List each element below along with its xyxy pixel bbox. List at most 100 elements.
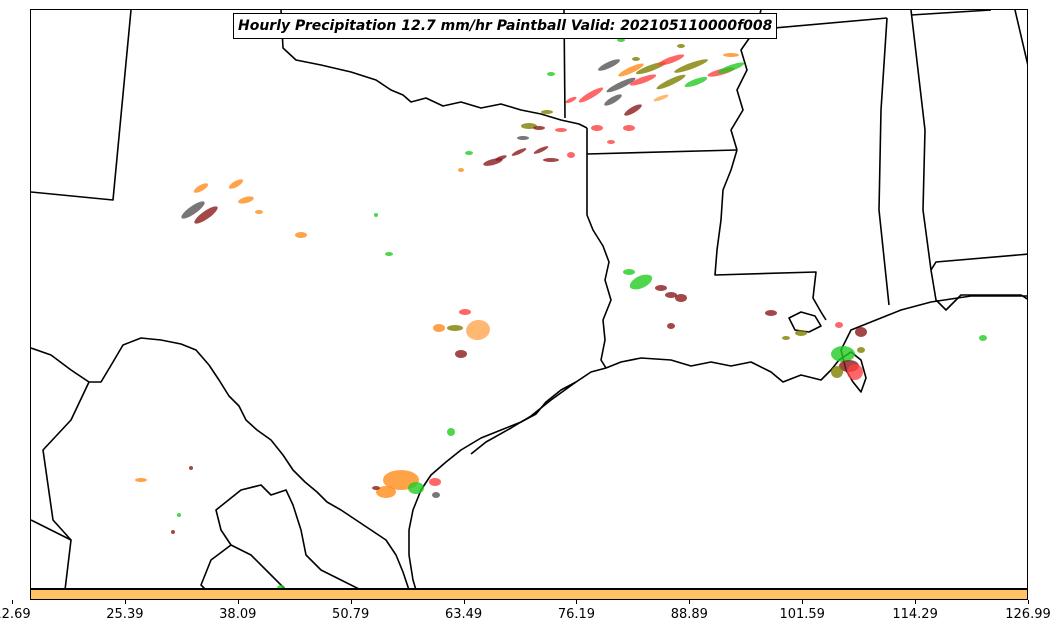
precipitation-paintballs	[135, 38, 987, 588]
boundary-panhandle-west	[31, 10, 132, 201]
precip-blob	[632, 57, 640, 61]
precip-blob	[372, 486, 380, 490]
coastline-texas	[408, 367, 607, 588]
precip-blob	[521, 123, 537, 129]
precip-blob	[667, 323, 675, 329]
precip-blob	[795, 330, 807, 336]
precip-blob	[433, 324, 445, 332]
colorbar-tick	[1028, 600, 1029, 604]
boundary-alabama-georgia	[910, 10, 1027, 311]
boundary-mississippi-alabama	[878, 17, 890, 306]
precip-blob	[295, 232, 307, 238]
precip-blob	[606, 77, 636, 93]
precip-blob	[629, 274, 653, 290]
boundary-red-river	[280, 10, 588, 129]
precip-blob	[618, 63, 644, 77]
colorbar-tick-label: 88.89	[670, 607, 708, 622]
precip-blob	[677, 44, 685, 48]
colorbar-tick-label: 126.99	[1005, 607, 1051, 622]
precip-blob	[189, 466, 193, 470]
boundary-rio-grande	[31, 337, 410, 588]
coastline-gulf	[605, 295, 1027, 393]
precip-blob	[193, 183, 209, 193]
precip-blob	[432, 492, 440, 498]
precip-blob	[533, 146, 549, 154]
precip-blob	[177, 513, 181, 517]
colorbar-tick-label: 38.09	[219, 607, 257, 622]
boundary-fl-panhandle	[930, 253, 1027, 271]
map-boundaries	[31, 10, 1027, 588]
precip-blob	[465, 151, 473, 155]
colorbar-tick	[915, 600, 917, 604]
lake-pontchartrain	[788, 311, 822, 333]
precip-blob	[604, 94, 622, 106]
colorbar	[30, 589, 1028, 600]
precip-blob	[831, 366, 843, 378]
precip-blob	[653, 94, 669, 102]
precip-blob	[723, 53, 739, 57]
colorbar-tick	[463, 600, 465, 604]
precip-blob	[835, 322, 843, 328]
precip-blob	[447, 428, 455, 436]
precip-blob	[517, 136, 529, 140]
precip-blob	[429, 478, 441, 486]
precip-blob	[135, 478, 147, 482]
precip-blob	[194, 206, 218, 224]
precip-blob	[717, 62, 745, 74]
precip-blob	[674, 59, 708, 73]
precip-blob	[565, 96, 577, 104]
boundary-mexico-state-1	[31, 519, 72, 588]
precip-blob	[533, 126, 545, 130]
precip-blob	[656, 74, 686, 90]
map-title: Hourly Precipitation 12.7 mm/hr Paintbal…	[233, 13, 778, 39]
precip-blob	[541, 110, 553, 114]
precip-blob	[238, 196, 254, 204]
precip-blob	[171, 530, 175, 534]
precip-blob	[567, 152, 575, 158]
boundary-louisiana-east	[714, 149, 827, 321]
precip-blob	[617, 38, 625, 42]
precip-blob	[511, 148, 527, 156]
colorbar-tick-label: 101.59	[779, 607, 825, 622]
colorbar-tick-label: 63.49	[444, 607, 483, 622]
precip-blob	[665, 292, 677, 298]
colorbar-tick-label: 76.19	[557, 607, 596, 622]
precip-blob	[376, 486, 396, 498]
precip-blob	[655, 285, 667, 291]
precip-blob	[591, 125, 603, 131]
precip-blob	[623, 125, 635, 131]
precip-blob	[374, 213, 378, 217]
precip-blob	[555, 128, 567, 132]
precip-blob	[629, 74, 657, 86]
precip-blob	[255, 210, 263, 214]
coastline-barrier	[470, 381, 577, 455]
precip-blob	[277, 585, 285, 588]
colorbar-tick-label: 12.69	[0, 607, 31, 622]
precip-blob	[385, 252, 393, 256]
colorbar-tick	[350, 600, 352, 604]
boundary-mexico-state-2	[42, 381, 90, 541]
precip-blob	[675, 294, 687, 302]
precip-blob	[181, 201, 205, 219]
precip-blob	[598, 59, 620, 71]
precip-blob	[466, 319, 490, 341]
colorbar-tick	[576, 600, 578, 604]
boundary-mexico-state-4	[215, 484, 359, 588]
precip-blob	[547, 72, 555, 76]
precip-blob	[623, 269, 635, 275]
colorbar-tick-label: 50.79	[332, 607, 370, 622]
precip-blob	[483, 158, 503, 166]
precip-blob	[607, 140, 615, 144]
precip-blob	[228, 179, 244, 189]
colorbar-tick	[12, 600, 13, 604]
colorbar-tick	[689, 600, 691, 604]
precip-blob	[447, 325, 463, 331]
precip-blob	[458, 168, 464, 172]
colorbar-tick	[237, 600, 239, 604]
precip-blob	[543, 158, 559, 162]
boundary-northeast-2	[1014, 10, 1027, 65]
colorbar-tick	[124, 600, 126, 604]
precip-blob	[408, 482, 424, 494]
precip-blob	[765, 310, 777, 316]
precip-blob	[855, 327, 867, 337]
